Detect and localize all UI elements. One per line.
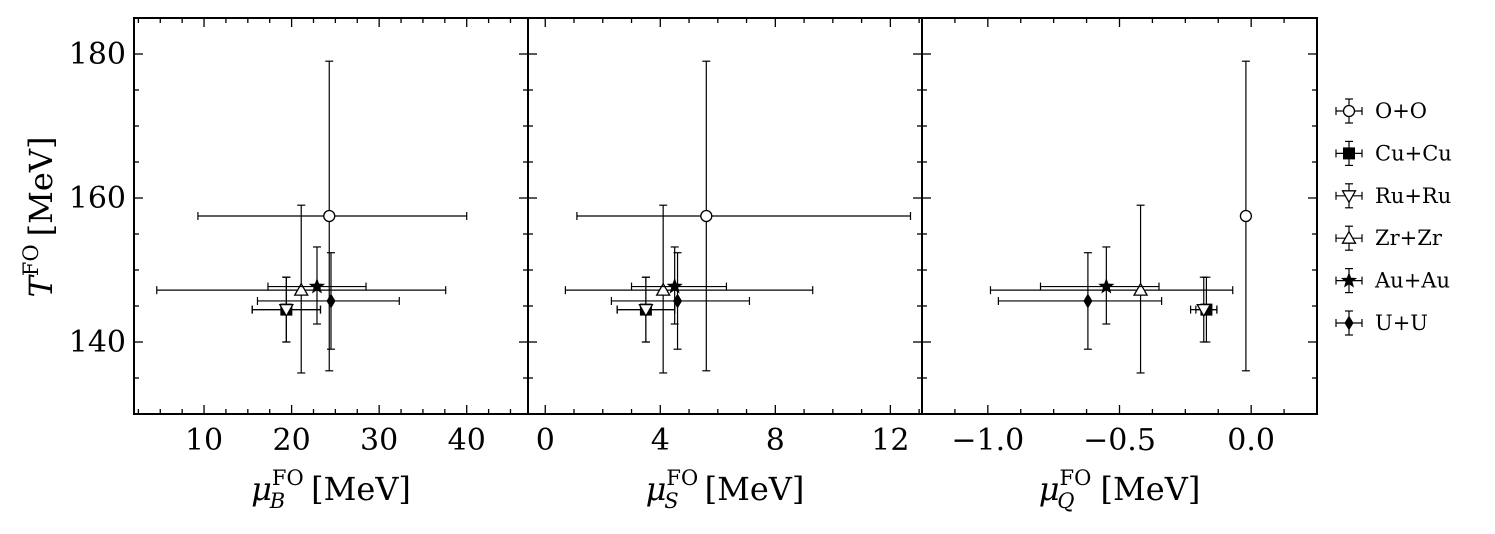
x-axis-label-main: μ [646, 470, 667, 508]
marker-diamond-filled [326, 293, 336, 309]
point-U+U-muQ [997, 252, 1163, 350]
legend-item-Zr+Zr: Zr+Zr [1335, 225, 1443, 251]
legend-label: Zr+Zr [1375, 226, 1443, 250]
legend-label: Cu+Cu [1375, 141, 1452, 165]
marker-star-filled [308, 278, 326, 294]
point-Zr+Zr-muQ [989, 204, 1234, 374]
marker-circle-open [1239, 209, 1253, 223]
legend-item-Au+Au: Au+Au [1335, 268, 1450, 294]
x-axis-label-main: μ [1039, 470, 1060, 508]
x-axis-label-main: μ [251, 470, 272, 508]
legend-item-Ru+Ru: Ru+Ru [1335, 183, 1451, 209]
panel-muQ-ticks [921, 17, 1318, 415]
point-Au+Au-muS [630, 246, 728, 325]
point-Zr+Zr-muS [564, 204, 814, 374]
point-Au+Au-muB [267, 246, 367, 325]
y-axis-label-sup: FO [19, 244, 43, 276]
y-axis-label-unit: [MeV] [22, 137, 60, 237]
x-tick-label: −0.5 [1083, 423, 1156, 458]
x-axis-label-muQ: μFO Q [MeV] [1039, 466, 1201, 513]
x-axis-label-unit: [MeV] [705, 470, 805, 508]
x-errorbar [576, 212, 912, 220]
x-tick-label: 20 [273, 423, 311, 458]
x-tick-label: 30 [360, 423, 398, 458]
point-Ru+Ru-muQ [1189, 276, 1218, 343]
marker-triangle-down-open [1196, 303, 1212, 318]
point-Ru+Ru-muB [251, 276, 322, 343]
point-O+O-muB [197, 60, 468, 372]
marker-diamond-filled [673, 293, 683, 309]
x-axis-label-sub: B [269, 489, 285, 513]
x-tick-label: 4 [651, 423, 670, 458]
marker-triangle-down-open [278, 303, 294, 318]
legend-marker [1340, 272, 1358, 288]
y-axis-label: TFO [MeV] [19, 137, 60, 298]
x-errorbar [1039, 282, 1160, 291]
point-Ru+Ru-muS [616, 276, 676, 343]
point-Zr+Zr-muB [156, 204, 447, 374]
x-tick-label: −1.0 [951, 423, 1024, 458]
legend-marker [1344, 315, 1354, 331]
panel-muB: 10 20 30 40 140 160 180 μFO B [MeV] [69, 17, 529, 513]
y-tick-label: 180 [69, 37, 126, 72]
legend-label: U+U [1375, 311, 1428, 335]
x-tick-label: 0 [536, 423, 555, 458]
x-axis-label-muB: μFO B [MeV] [251, 466, 411, 513]
legend-marker [1342, 104, 1356, 118]
marker-diamond-filled [1083, 293, 1093, 309]
x-tick-label: 8 [766, 423, 785, 458]
marker-triangle-up-open [293, 282, 309, 296]
x-tick-label: 40 [448, 423, 486, 458]
marker-star-filled [1098, 278, 1115, 294]
point-O+O-muS [576, 60, 912, 372]
x-tick-label: 12 [871, 423, 909, 458]
marker-triangle-up-open [1132, 282, 1149, 296]
legend-item-Cu+Cu: Cu+Cu [1335, 140, 1452, 166]
legend-item-U+U: U+U [1335, 310, 1428, 336]
marker-triangle-down-open [638, 303, 654, 318]
x-errorbar [989, 286, 1234, 295]
y-axis-label-main: T [22, 273, 60, 297]
legend: O+O Cu+Cu Ru+Ru Zr+Zr Au+Au U+U [1335, 98, 1452, 336]
panel-muS: 0 4 8 12 μFO S [MeV] [527, 17, 923, 513]
point-Au+Au-muQ [1039, 246, 1160, 325]
x-axis-label-sup: FO [1060, 466, 1092, 490]
marker-circle-open [700, 209, 713, 223]
point-O+O-muQ [1239, 60, 1253, 372]
legend-marker [1341, 190, 1357, 204]
legend-label: Ru+Ru [1375, 184, 1451, 208]
legend-label: O+O [1375, 99, 1427, 123]
x-axis-label-muS: μFO S [MeV] [646, 466, 805, 513]
point-U+U-muS [610, 252, 751, 350]
x-axis-label-sub: Q [1057, 489, 1074, 513]
legend-label: Au+Au [1374, 269, 1450, 293]
legend-item-O+O: O+O [1335, 98, 1427, 124]
x-tick-label: 10 [185, 423, 223, 458]
x-errorbar [564, 286, 814, 295]
svg-text:TFO[MeV]: TFO [MeV] [19, 137, 60, 298]
x-axis-label-sup: FO [272, 466, 304, 490]
legend-marker [1343, 147, 1355, 160]
panel-frame [921, 17, 1318, 415]
x-errorbar [997, 296, 1163, 305]
x-tick-label: 0.0 [1227, 423, 1275, 458]
marker-triangle-up-open [655, 282, 671, 296]
panel-muQ: −1.0 −0.5 0.0 μFO Q [MeV] [921, 17, 1318, 513]
x-axis-label-sub: S [664, 489, 678, 513]
x-axis-label-unit: [MeV] [311, 470, 411, 508]
marker-circle-open [323, 209, 336, 223]
y-tick-label: 140 [69, 325, 126, 360]
x-axis-label-unit: [MeV] [1101, 470, 1201, 508]
marker-star-filled [666, 278, 683, 294]
y-tick-label: 160 [69, 181, 126, 216]
legend-marker [1341, 230, 1357, 244]
x-axis-label-sup: FO [666, 466, 698, 490]
point-U+U-muB [256, 252, 400, 350]
